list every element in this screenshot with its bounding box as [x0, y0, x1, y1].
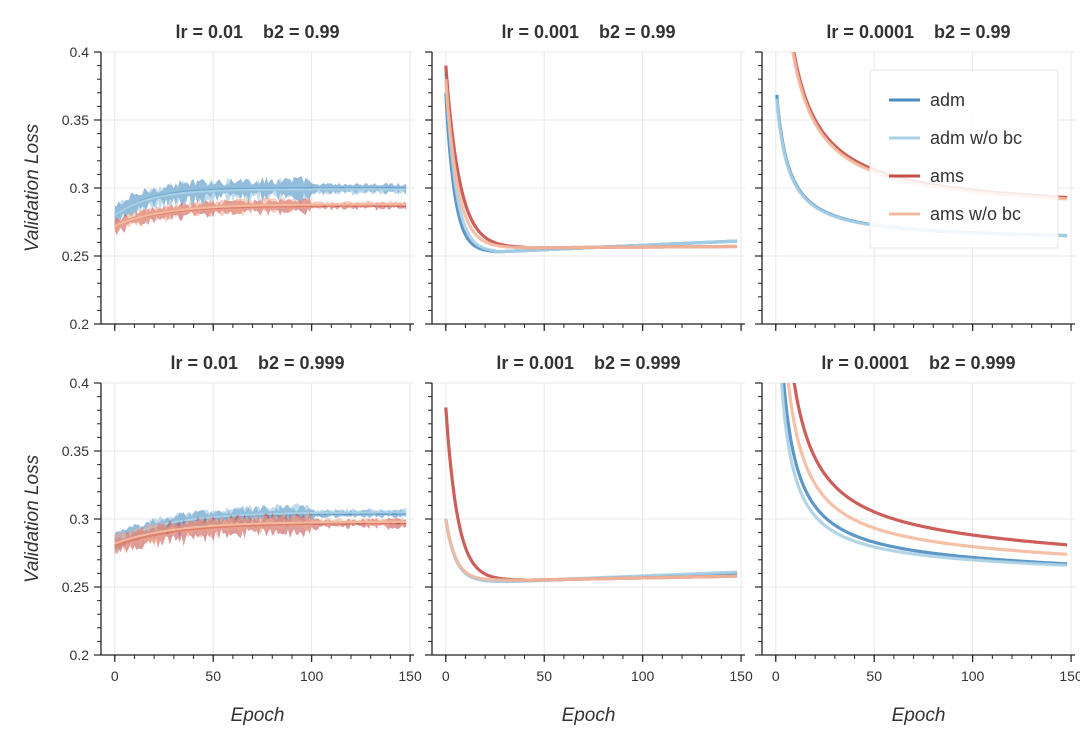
x-tick-label: 100: [300, 668, 324, 684]
series-line-ams-w-o-bc: [114, 203, 407, 228]
x-axis-label: Epoch: [231, 705, 285, 726]
panel-2: lr = 0.001 b2 = 0.99: [425, 22, 745, 331]
x-tick-label: 150: [729, 668, 753, 684]
series-band-ams-w-o-bc: [114, 513, 407, 555]
series-line-ams-w-o-bc: [786, 383, 1068, 556]
y-tick-label: 0.3: [70, 511, 90, 527]
series-line-adm: [444, 518, 738, 584]
series-band-ams-w-o-bc: [114, 197, 407, 233]
panel-title: lr = 0.001 b2 = 0.99: [501, 22, 675, 42]
series-line-ams-w-o-bc: [444, 518, 738, 582]
x-tick-label: 150: [1059, 668, 1080, 684]
panel-6-grid: [762, 382, 1075, 656]
y-tick-label: 0.3: [70, 180, 90, 196]
panel-1: 0.2 0.25 0.3 0.35 0.4 lr = 0.01 b2 = 0.99 Vali…: [22, 22, 414, 332]
y-tick-label: 0.25: [62, 579, 89, 595]
panel-title: lr = 0.0001 b2 = 0.99: [826, 22, 1010, 42]
y-tick-label: 0.35: [62, 443, 89, 459]
y-tick-label: 0.25: [62, 248, 89, 264]
x-tick-label: 50: [205, 668, 221, 684]
panel-6-series: [779, 383, 1068, 567]
x-axis-label: Epoch: [892, 705, 946, 726]
panel-title: lr = 0.0001 b2 = 0.999: [821, 353, 1015, 373]
y-axis-label: Validation Loss: [22, 123, 43, 252]
x-tick-label: 0: [772, 668, 780, 684]
legend-label-adm: adm: [930, 90, 965, 110]
x-axis-label: Epoch: [562, 705, 616, 726]
legend-label-adm-wo-bc: adm w/o bc: [930, 128, 1022, 148]
panel-6: 0 50 100 150 lr = 0.0001 b2 = 0.999 Epoch: [755, 353, 1080, 726]
x-tick-label: 50: [866, 668, 882, 684]
series-line-adm-w-o-bc: [444, 72, 738, 254]
legend: adm adm w/o bc ams ams w/o bc: [869, 69, 1059, 249]
panel-title: lr = 0.001 b2 = 0.999: [496, 353, 680, 373]
x-tick-label: 100: [961, 668, 985, 684]
series-line-ams: [444, 65, 738, 250]
series-band-adm-w-o-bc: [114, 503, 407, 553]
panel-5-grid: [432, 382, 745, 656]
panel-4: 0.2 0.25 0.3 0.35 0.4 0 50 100 150 lr = 0.01 b2 =…: [22, 353, 422, 726]
y-tick-label: 0.4: [70, 375, 90, 391]
panel-5-series: [444, 407, 738, 584]
legend-label-ams: ams: [930, 166, 964, 186]
panel-title: lr = 0.01 b2 = 0.99: [175, 22, 339, 42]
y-tick-label: 0.35: [62, 112, 89, 128]
panel-5: 0 50 100 150 lr = 0.001 b2 = 0.999 Epoch: [425, 353, 753, 726]
x-tick-label: 0: [442, 668, 450, 684]
panel-4-series: [114, 503, 407, 555]
series-line-ams-w-o-bc: [114, 520, 407, 545]
x-tick-label: 50: [536, 668, 552, 684]
series-line-ams: [444, 407, 738, 582]
series-line-adm: [444, 92, 738, 254]
y-axis-label: Validation Loss: [22, 454, 43, 583]
x-tick-label: 100: [631, 668, 655, 684]
series-line-ams-w-o-bc: [444, 79, 738, 250]
y-tick-label: 0.2: [70, 647, 90, 663]
panel-2-series: [444, 65, 738, 254]
panel-1-series: [114, 176, 407, 236]
x-tick-label: 0: [111, 668, 119, 684]
series-line-adm-w-o-bc: [779, 383, 1068, 567]
legend-label-ams-wo-bc: ams w/o bc: [930, 204, 1021, 224]
y-tick-label: 0.2: [70, 316, 90, 332]
series-line-ams: [792, 383, 1068, 547]
series-line-adm-w-o-bc: [114, 188, 407, 217]
panel-2-grid: [432, 51, 745, 325]
series-line-adm: [782, 383, 1068, 566]
y-tick-label: 0.4: [70, 44, 90, 60]
x-tick-label: 150: [398, 668, 422, 684]
panel-title: lr = 0.01 b2 = 0.999: [170, 353, 344, 373]
series-line-adm-w-o-bc: [444, 518, 738, 584]
